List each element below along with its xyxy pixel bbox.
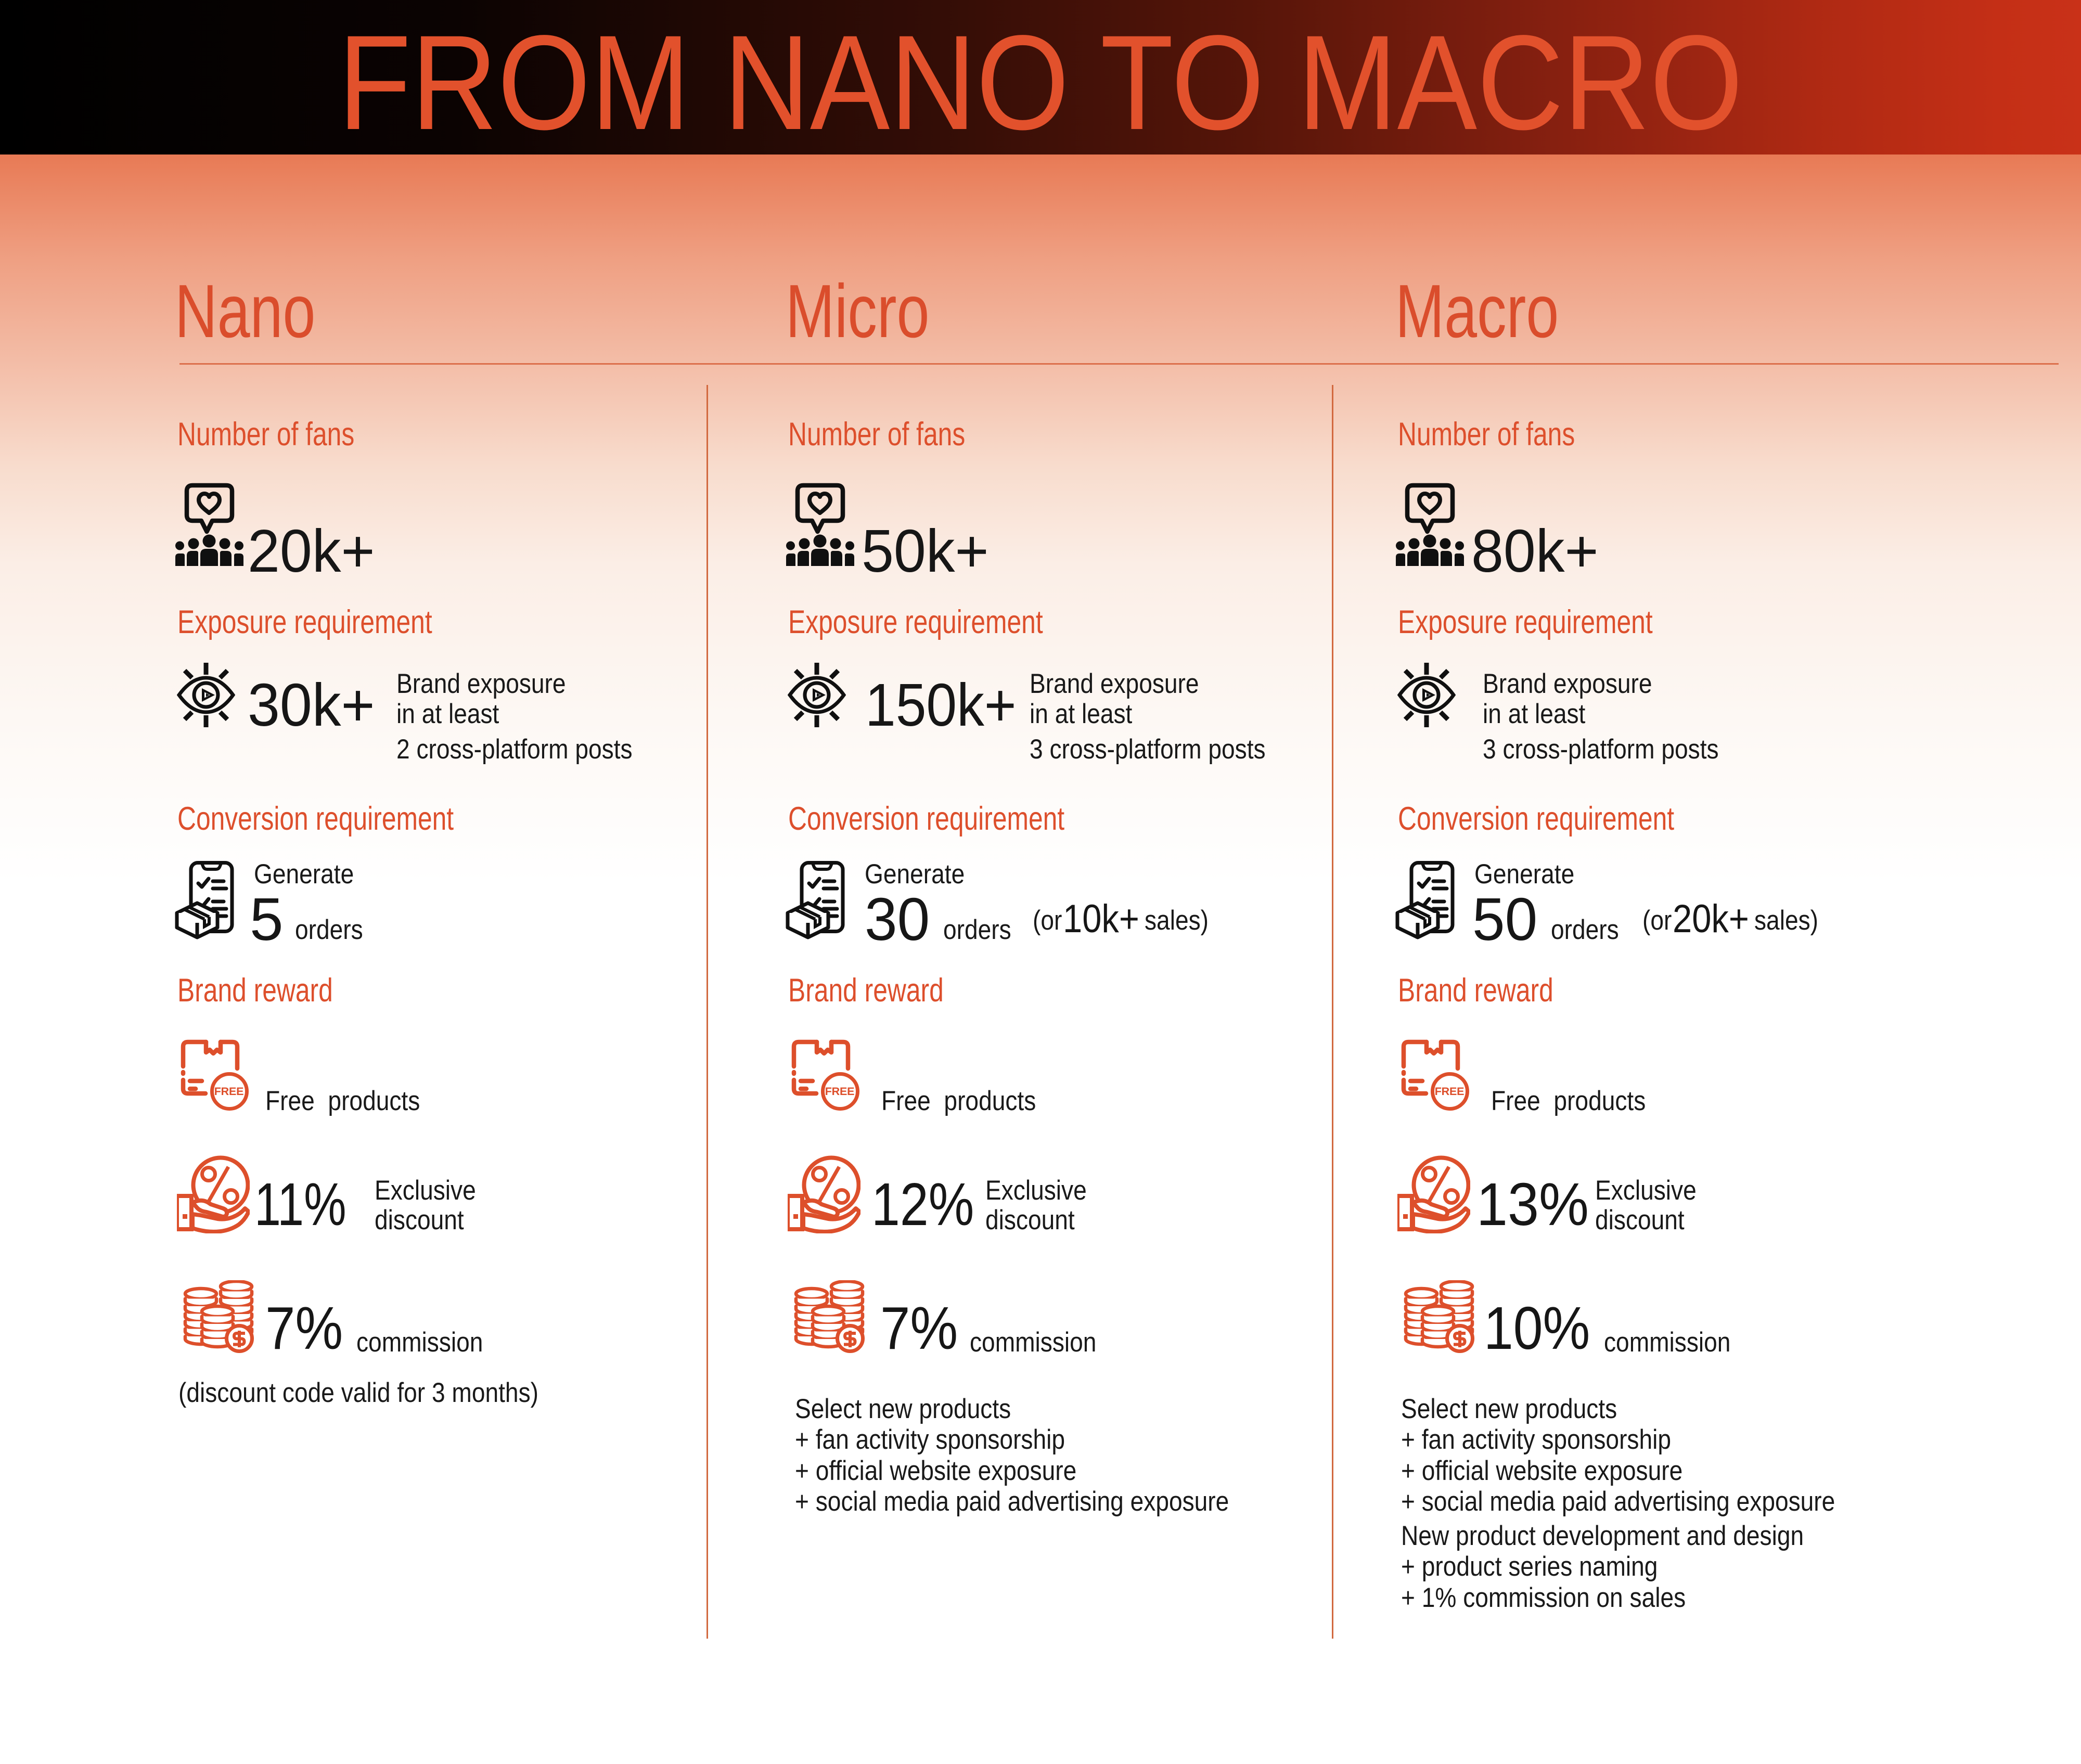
svg-text:FREE: FREE: [214, 1085, 244, 1098]
svg-text:FREE: FREE: [825, 1085, 855, 1098]
svg-text:FREE: FREE: [1435, 1085, 1465, 1098]
